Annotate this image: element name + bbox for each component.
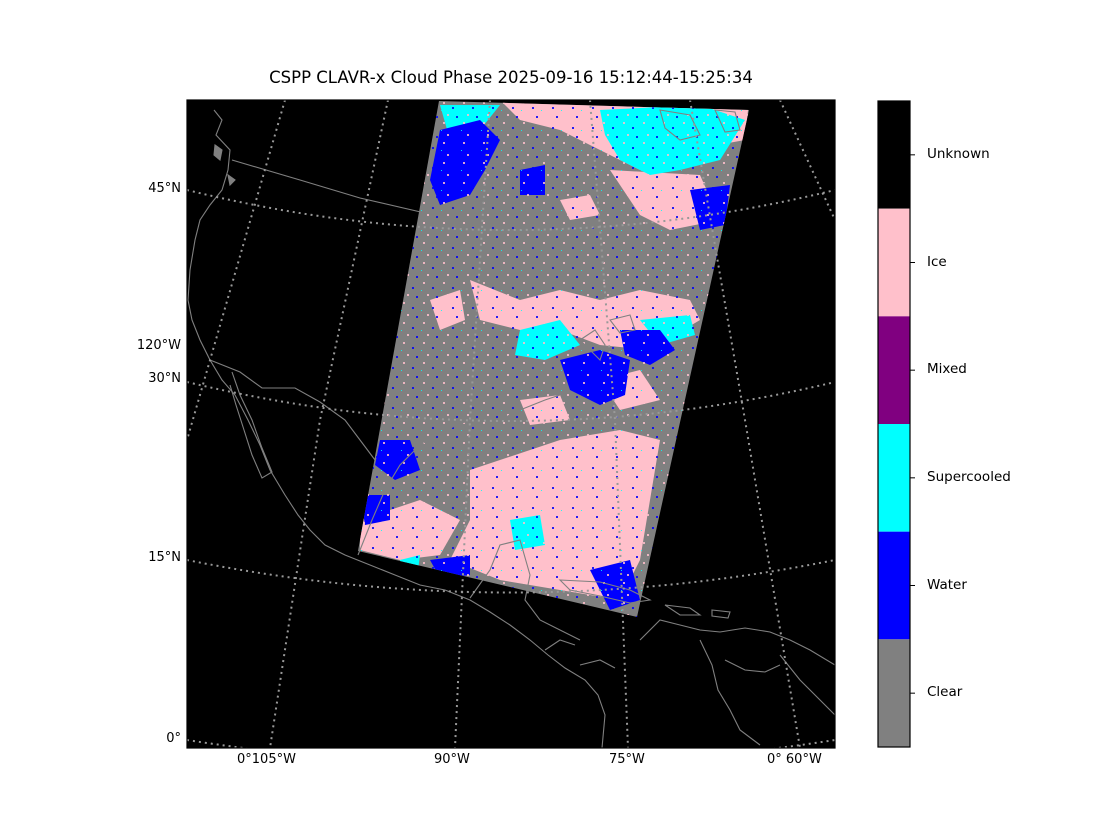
- colorbar-swatch-ice: [878, 208, 910, 317]
- colorbar-swatch-clear: [878, 639, 910, 747]
- lon-label-75w: 75°W: [609, 752, 645, 767]
- colorbar-swatch-water: [878, 531, 910, 640]
- colorbar-label-unknown: Unknown: [927, 145, 990, 162]
- lon-label-120w: 120°W: [136, 338, 181, 353]
- colorbar-label-clear: Clear: [927, 684, 963, 701]
- colorbar-swatch-supercooled: [878, 424, 910, 532]
- lon-label-60w: 0° 60°W: [767, 752, 822, 767]
- colorbar-swatch-mixed: [878, 316, 910, 424]
- colorbar-label-ice: Ice: [927, 253, 947, 270]
- map-frame: [186, 99, 836, 749]
- colorbar-label-mixed: Mixed: [927, 361, 967, 378]
- coastlines: [187, 109, 835, 748]
- lon-label-105w: 0°105°W: [237, 752, 296, 767]
- lat-label-45n: 45°N: [148, 181, 181, 196]
- graticule: [187, 100, 835, 748]
- lat-label-15n: 15°N: [148, 550, 181, 565]
- colorbar: [877, 100, 915, 748]
- colorbar-frame: [877, 100, 911, 748]
- lat-label-0: 0°: [166, 731, 181, 746]
- map-title: CSPP CLAVR-x Cloud Phase 2025-09-16 15:1…: [269, 68, 753, 87]
- colorbar-label-water: Water: [927, 576, 967, 593]
- colorbar-swatch-unknown: [878, 101, 910, 209]
- lon-label-90w: 90°W: [434, 752, 470, 767]
- lat-label-30n: 30°N: [148, 371, 181, 386]
- colorbar-label-supercooled: Supercooled: [927, 468, 1011, 485]
